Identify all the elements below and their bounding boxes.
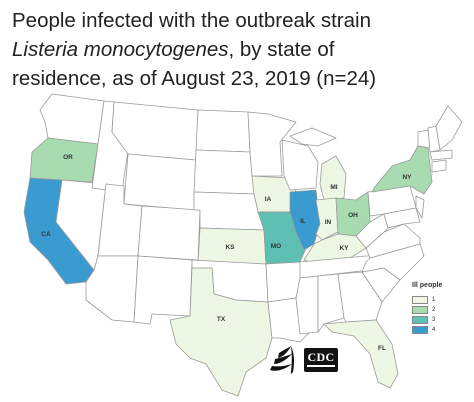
title-line-1: People infected with the outbreak strain [12, 9, 371, 32]
legend-label: 3 [432, 316, 436, 323]
legend-label: 4 [432, 326, 436, 333]
label-MO: MO [271, 243, 281, 250]
cdc-logo: CDC [304, 348, 338, 372]
legend-item: 2 [412, 305, 452, 314]
legend-item: 1 [412, 295, 452, 304]
label-KS: KS [225, 244, 235, 251]
label-NY: NY [402, 174, 412, 181]
state-ND [195, 109, 251, 153]
state-CO [137, 205, 201, 261]
legend-item: 3 [412, 315, 452, 324]
state-SD [193, 149, 255, 195]
state-NJ [415, 195, 425, 219]
state-NY [371, 145, 433, 195]
label-IA: IA [265, 196, 272, 203]
label-IL: IL [300, 218, 306, 225]
legend-item: 4 [412, 325, 452, 334]
state-NM [133, 255, 193, 325]
state-labels: OR CA TX KS MO IA IL IN MI OH KY NY FL [41, 154, 412, 352]
state-MN [247, 111, 297, 177]
label-FL: FL [378, 345, 386, 352]
state-MA [429, 149, 453, 161]
label-CA: CA [41, 231, 51, 238]
title-line-2-rest: , by state of [228, 38, 335, 61]
map-title: People infected with the outbreak strain… [12, 6, 470, 93]
cdc-logo-text: CDC [307, 350, 335, 364]
state-ME [435, 105, 463, 151]
title-organism: Listeria monocytogenes [12, 38, 229, 61]
legend: Ill people 1 2 3 4 [412, 282, 452, 335]
legend-swatch [412, 325, 428, 334]
state-MI-up [289, 127, 337, 147]
state-AL [317, 273, 345, 333]
label-OR: OR [63, 154, 73, 161]
title-line-2: Listeria monocytogenes, by state of [12, 35, 470, 64]
cdc-logo-underline [307, 365, 335, 367]
state-NE [193, 191, 265, 231]
hhs-logo-icon [270, 346, 295, 374]
legend-label: 1 [432, 296, 436, 303]
state-MI [319, 155, 347, 201]
agency-logos: CDC [266, 342, 340, 378]
state-FL [323, 319, 399, 389]
state-MD [383, 207, 421, 229]
label-MI: MI [330, 184, 337, 191]
state-NC [361, 243, 425, 281]
legend-title: Ill people [412, 282, 443, 289]
state-WY [123, 153, 197, 211]
legend-label: 2 [432, 306, 436, 313]
state-CT [431, 159, 447, 173]
label-OH: OH [348, 212, 358, 219]
legend-swatch [412, 305, 428, 314]
state-IL [289, 189, 321, 251]
label-IN: IN [325, 219, 332, 226]
state-WI [281, 139, 319, 191]
state-TX [169, 267, 273, 397]
legend-swatch [412, 295, 428, 304]
us-map-svg: OR CA TX KS MO IA IL IN MI OH KY NY FL [23, 93, 463, 397]
title-line-3: residence, as of August 23, 2019 (n=24) [12, 67, 377, 90]
us-map: OR CA TX KS MO IA IL IN MI OH KY NY FL [0, 92, 474, 402]
label-KY: KY [339, 245, 349, 252]
state-MS [295, 275, 319, 335]
label-TX: TX [217, 316, 226, 323]
state-WA [39, 93, 105, 145]
legend-swatch [412, 315, 428, 324]
